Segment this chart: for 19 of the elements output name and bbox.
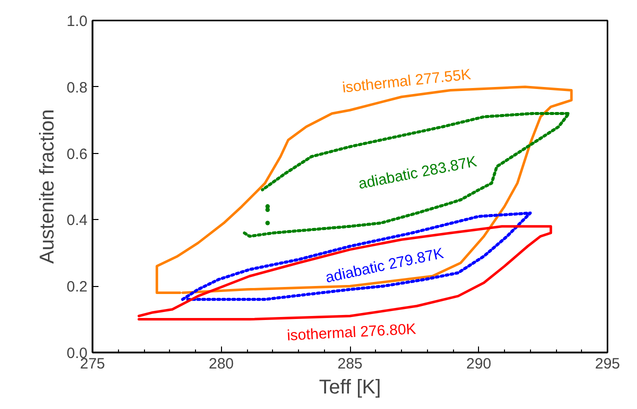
y-tick-label: 0.2: [66, 278, 88, 296]
line-series: [181, 212, 532, 301]
annotation: adiabatic 283.87K: [357, 153, 478, 193]
y-tick-label: 0.6: [66, 146, 88, 163]
y-axis-title: Austenite fraction: [36, 109, 59, 264]
y-tick-label: 0.8: [66, 79, 88, 96]
y-tick-label: 1.0: [66, 13, 88, 30]
x-tick-label: 280: [208, 356, 234, 372]
line-series: [242, 112, 570, 238]
x-tick-label: 295: [594, 356, 620, 372]
annotation: adiabatic 279.87K: [324, 244, 446, 287]
line-series: [138, 225, 552, 321]
annotation: isothermal 276.80K: [286, 320, 416, 344]
annotation: isothermal 277.55K: [341, 66, 472, 97]
point: [265, 220, 270, 226]
y-tick-label: 0.4: [66, 212, 88, 230]
x-axis-title: Teff [K]: [319, 376, 381, 398]
x-tick-label: 285: [337, 356, 363, 372]
x-tick-label: 290: [466, 356, 492, 372]
